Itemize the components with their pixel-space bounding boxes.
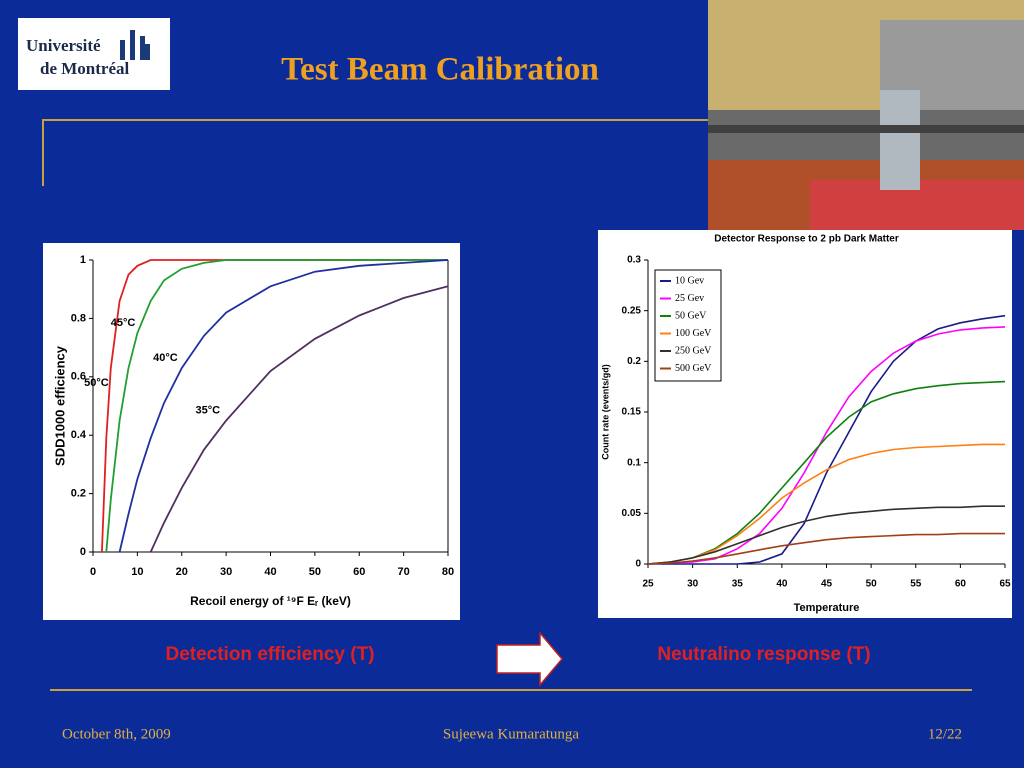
legend-label: 25 Gev	[675, 293, 704, 304]
y-axis-label: SDD1000 efficiency	[52, 345, 67, 466]
y-tick-label: 0.25	[622, 305, 642, 316]
y-tick-label: 0	[635, 559, 641, 570]
x-tick-label: 30	[220, 566, 232, 578]
series-label: 45°C	[111, 317, 136, 329]
y-tick-label: 0.1	[627, 457, 641, 468]
series-line	[648, 314, 1006, 565]
series-line	[118, 259, 449, 553]
x-tick-label: 20	[176, 566, 188, 578]
chart-title: Detector Response to 2 pb Dark Matter	[714, 234, 899, 245]
y-axis-label: Count rate (events/gd)	[600, 364, 610, 460]
series-label: 35°C	[196, 405, 221, 417]
footer-author: Sujeewa Kumaratunga	[443, 726, 580, 742]
logo-text: Université	[26, 36, 101, 55]
legend-label: 100 GeV	[675, 328, 712, 339]
x-tick-label: 10	[131, 566, 143, 578]
series-line	[647, 505, 1005, 565]
x-tick-label: 25	[642, 579, 654, 590]
x-tick-label: 0	[90, 566, 96, 578]
photo	[708, 0, 1024, 230]
x-tick-label: 55	[910, 579, 922, 590]
y-tick-label: 0.2	[71, 488, 86, 500]
series-label: 40°C	[153, 352, 178, 364]
x-tick-label: 70	[398, 566, 410, 578]
footer-date: October 8th, 2009	[62, 726, 171, 742]
y-tick-label: 0.4	[71, 429, 87, 441]
series-label: 50°C	[84, 377, 109, 389]
x-tick-label: 30	[687, 579, 699, 590]
legend-label: 10 Gev	[675, 275, 704, 286]
legend-box	[654, 269, 722, 382]
x-tick-label: 65	[999, 579, 1011, 590]
x-tick-label: 60	[955, 579, 967, 590]
y-tick-label: 0.2	[627, 356, 641, 367]
y-tick-label: 0.05	[622, 508, 642, 519]
x-axis-label: Recoil energy of ¹⁹F Eᵣ (keV)	[190, 594, 351, 608]
series-line	[647, 443, 1005, 565]
x-tick-label: 45	[821, 579, 833, 590]
arrow	[496, 630, 563, 688]
legend-label: 250 GeV	[675, 345, 712, 356]
x-tick-label: 80	[442, 566, 454, 578]
y-tick-label: 0.3	[627, 255, 641, 266]
series-line	[105, 259, 448, 553]
y-tick-label: 1	[80, 254, 86, 266]
x-tick-label: 60	[353, 566, 365, 578]
y-tick-label: 0	[80, 546, 86, 558]
y-tick-label: 0.6	[71, 371, 86, 383]
slide-title: Test Beam Calibration	[281, 52, 599, 88]
series-line	[647, 532, 1005, 565]
legend-label: 500 GeV	[675, 363, 712, 374]
x-tick-label: 40	[776, 579, 788, 590]
logo-icon	[120, 30, 150, 60]
x-tick-label: 35	[732, 579, 744, 590]
legend-label: 50 GeV	[675, 310, 707, 321]
series-line	[647, 326, 1006, 565]
x-tick-label: 50	[309, 566, 321, 578]
y-tick-label: 0.15	[622, 407, 642, 418]
x-tick-label: 40	[264, 566, 276, 578]
x-tick-label: 50	[866, 579, 878, 590]
caption: Detection efficiency (T)	[165, 644, 374, 665]
chart-frame	[43, 243, 460, 620]
y-tick-label: 0.8	[71, 312, 86, 324]
logo-text: de Montréal	[40, 59, 130, 78]
caption: Neutralino response (T)	[657, 644, 870, 665]
footer-page: 12/22	[928, 726, 962, 742]
series-line	[149, 285, 449, 553]
x-axis-label: Temperature	[794, 602, 860, 614]
